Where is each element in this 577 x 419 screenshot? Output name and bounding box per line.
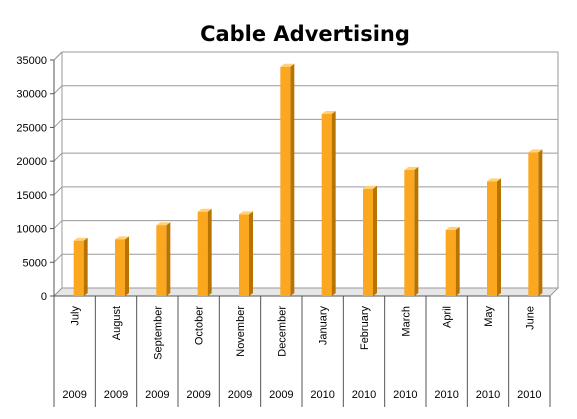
bar-side (290, 63, 295, 296)
bar (363, 188, 373, 296)
y-tick-label: 15000 (16, 190, 47, 202)
x-year-label: 2010 (310, 389, 334, 401)
bar-side (83, 237, 88, 296)
x-year-label: 2010 (517, 389, 541, 401)
bar-top (528, 149, 543, 153)
y-tick-label: 35000 (16, 55, 47, 67)
bar-top (445, 226, 460, 230)
x-category-label: July (70, 306, 82, 326)
bars (73, 63, 543, 296)
x-year-label: 2010 (476, 389, 500, 401)
y-tick-label: 10000 (16, 224, 47, 236)
y-tick-label: 25000 (16, 122, 47, 134)
x-year-label: 2010 (434, 389, 458, 401)
bar-side (331, 110, 336, 296)
axis-labels: 0 5000 10000 15000 20000 25000 30000 35000 July 2… (16, 55, 541, 401)
bar-side (538, 149, 543, 296)
bar-top (321, 110, 336, 114)
x-category-label: October (194, 306, 206, 345)
bar-side (249, 211, 253, 296)
x-year-label: 2009 (62, 389, 86, 401)
x-category-label: May (483, 306, 495, 327)
gridlines (52, 51, 560, 297)
x-category-label: November (235, 306, 247, 357)
y-axis-depth (53, 51, 63, 61)
bar-top (197, 208, 212, 212)
bar-top (156, 222, 171, 226)
x-year-label: 2009 (269, 389, 293, 401)
x-year-label: 2010 (393, 389, 417, 401)
y-tick-label: 30000 (16, 89, 47, 101)
bar-side (414, 166, 419, 296)
bar-side (497, 178, 501, 296)
x-year-label: 2009 (145, 389, 169, 401)
bar (321, 113, 332, 296)
x-year-label: 2010 (352, 389, 376, 401)
bar (156, 225, 167, 296)
bar-top (487, 178, 501, 182)
x-category-label: June (524, 306, 536, 330)
x-year-label: 2009 (104, 389, 128, 401)
bar (115, 239, 125, 296)
bar-top (73, 237, 88, 241)
gridline-depth (53, 220, 63, 229)
bar (280, 66, 291, 296)
x-category-label: August (111, 306, 123, 340)
x-year-label: 2009 (228, 389, 252, 401)
bar (239, 214, 249, 296)
axes (50, 51, 551, 407)
x-category-label: April (442, 306, 454, 328)
bar (445, 229, 456, 296)
plot-wall (61, 51, 559, 289)
gridline-depth (53, 186, 63, 196)
chart-title: Cable Advertising (200, 22, 410, 46)
bar-top (239, 211, 253, 215)
gridline-depth (53, 119, 63, 128)
y-tick-label: 5000 (23, 257, 47, 269)
gridline-depth (53, 253, 63, 263)
gridline-depth (53, 152, 63, 162)
x-category-label: March (400, 306, 412, 337)
x-category-label: January (318, 306, 330, 346)
bar (197, 211, 208, 296)
bar-side (125, 236, 129, 296)
y-tick-label: 20000 (16, 156, 47, 168)
bar (73, 240, 84, 296)
bar-top (280, 63, 295, 67)
bar-top (363, 185, 377, 189)
x-year-label: 2009 (186, 389, 210, 401)
x-category-label: February (359, 306, 371, 351)
x-category-label: September (152, 306, 164, 360)
bar (487, 181, 497, 296)
bar (404, 169, 415, 296)
x-category-label: December (276, 306, 288, 357)
gridline-depth (53, 85, 63, 95)
bar-side (373, 185, 377, 296)
y-tick-label: 0 (41, 291, 47, 303)
plot-floor (52, 287, 560, 297)
bar-top (115, 236, 129, 240)
bar-top (404, 166, 419, 170)
bar (528, 152, 539, 296)
bar-side (166, 222, 171, 296)
bar-side (455, 226, 460, 296)
bar-side (207, 208, 212, 296)
